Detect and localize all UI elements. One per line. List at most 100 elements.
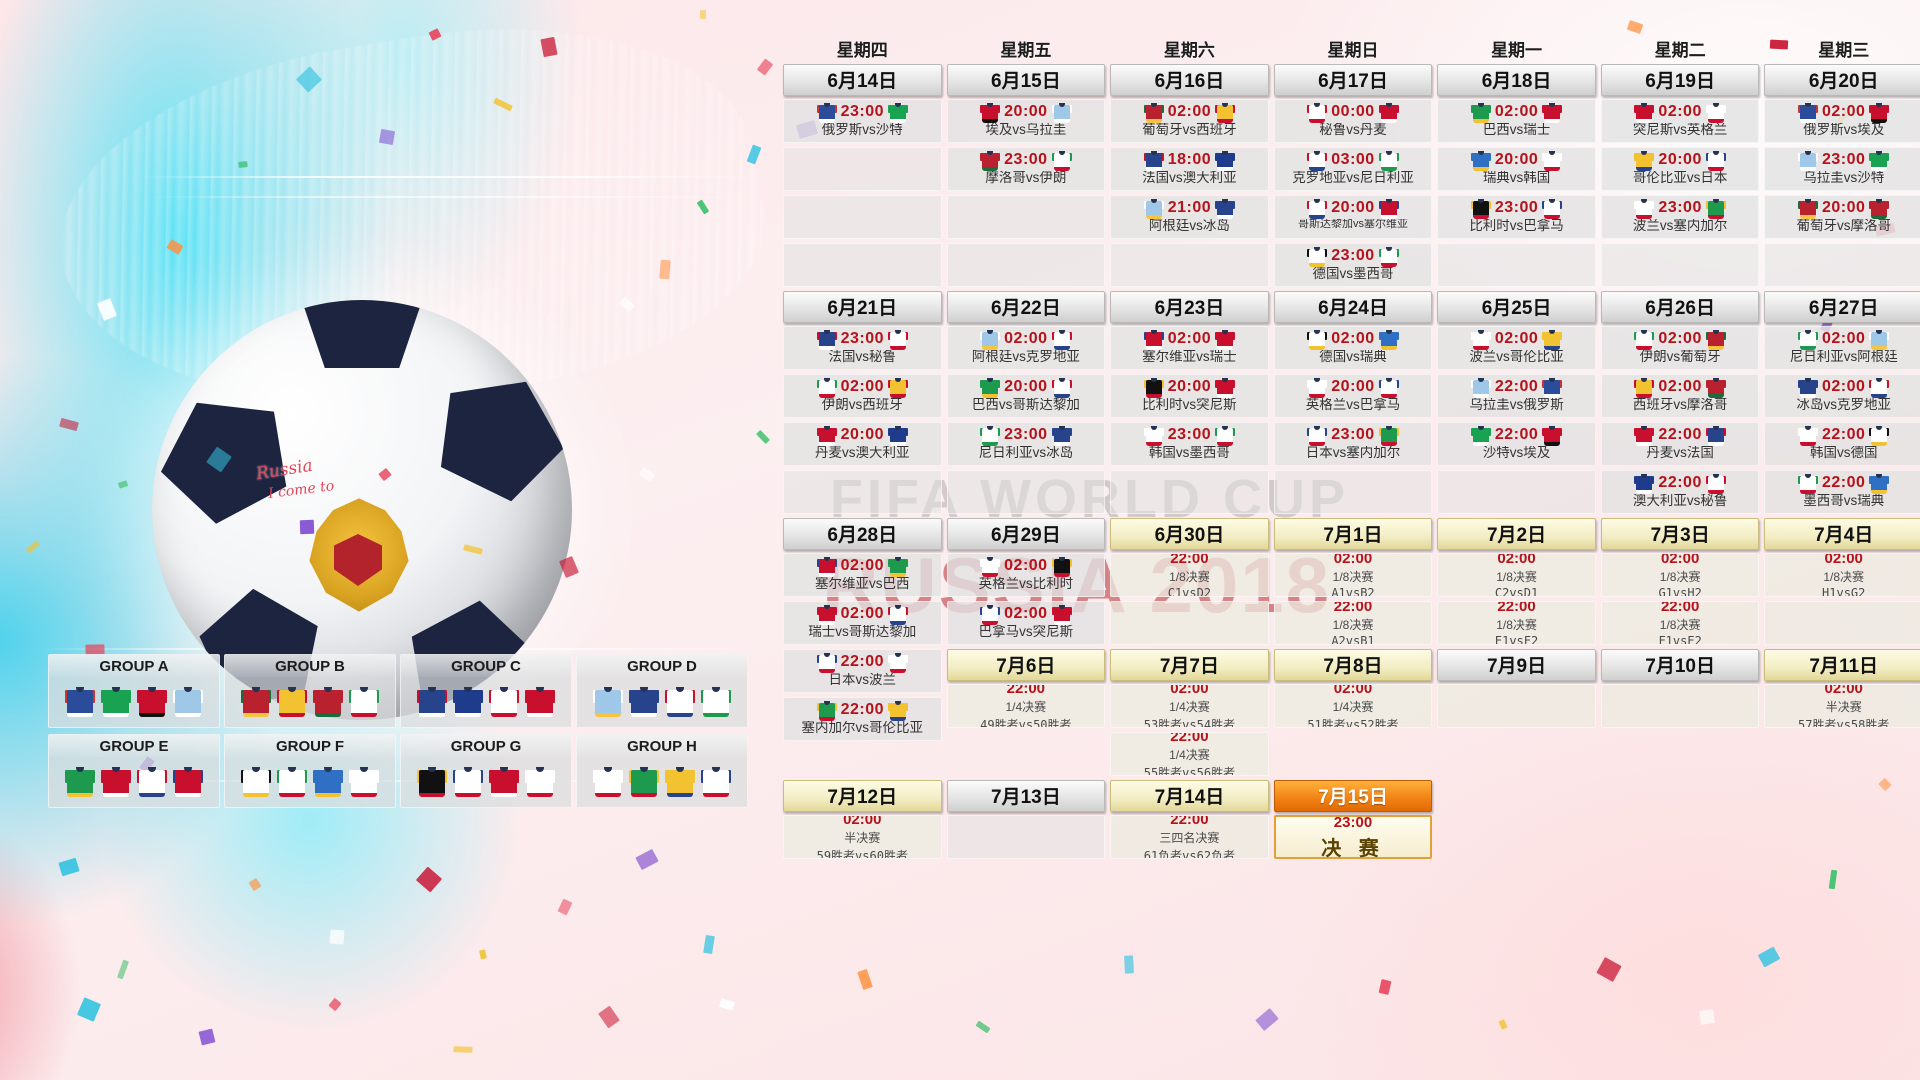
match-cell[interactable]: 22:00 日本vs波兰	[783, 649, 942, 693]
date-label[interactable]: 7月15日	[1273, 780, 1433, 812]
match-cell[interactable]: 02:00 1/8决赛 A1vsB2	[1273, 553, 1433, 597]
match-cell[interactable]: 02:00 1/8决赛 C2vsD1	[1437, 553, 1596, 597]
match-cell[interactable]: 02:00 波兰vs哥伦比亚	[1437, 326, 1596, 370]
match-cell[interactable]: 23:00 韩国vs墨西哥	[1110, 422, 1269, 466]
group-box-group-a[interactable]: GROUP A	[48, 654, 220, 728]
match-cell[interactable]: 22:00 沙特vs埃及	[1437, 422, 1596, 466]
match-cell[interactable]: 22:00 澳大利亚vs秘鲁	[1600, 470, 1760, 514]
date-label[interactable]: 6月25日	[1437, 291, 1596, 323]
match-cell[interactable]: 02:00 西班牙vs摩洛哥	[1600, 374, 1760, 418]
date-label[interactable]: 6月16日	[1110, 64, 1269, 96]
date-label[interactable]: 7月9日	[1437, 649, 1596, 681]
date-label[interactable]: 6月30日	[1110, 518, 1269, 550]
match-cell[interactable]: 02:00 1/8决赛 G1vsH2	[1600, 553, 1760, 597]
match-cell[interactable]: 22:00 1/8决赛 F1vsE2	[1600, 601, 1760, 645]
match-cell[interactable]: 02:00 尼日利亚vs阿根廷	[1764, 326, 1920, 370]
date-label[interactable]: 6月21日	[783, 291, 942, 323]
match-cell[interactable]: 23:00 德国vs墨西哥	[1273, 243, 1433, 287]
match-cell[interactable]: 20:00 哥斯达黎加vs塞尔维亚	[1273, 195, 1433, 239]
match-cell[interactable]: 02:00 德国vs瑞典	[1273, 326, 1433, 370]
match-cell[interactable]: 02:00 1/4决赛 53胜者vs54胜者	[1110, 684, 1269, 728]
date-label[interactable]: 6月15日	[946, 64, 1106, 96]
group-box-group-e[interactable]: GROUP E	[48, 734, 220, 808]
date-label[interactable]: 6月20日	[1764, 64, 1920, 96]
date-label[interactable]: 6月19日	[1600, 64, 1760, 96]
match-cell[interactable]: 18:00 法国vs澳大利亚	[1110, 147, 1269, 191]
match-cell[interactable]: 20:00 比利时vs突尼斯	[1110, 374, 1269, 418]
date-label[interactable]: 6月29日	[946, 518, 1106, 550]
group-box-group-h[interactable]: GROUP H	[576, 734, 748, 808]
match-cell[interactable]: 20:00 埃及vs乌拉圭	[946, 99, 1106, 143]
date-label[interactable]: 6月28日	[783, 518, 942, 550]
date-label[interactable]: 7月8日	[1273, 649, 1433, 681]
date-label[interactable]: 7月6日	[946, 649, 1106, 681]
match-cell[interactable]: 02:00 半决赛 59胜者vs60胜者	[783, 815, 942, 859]
date-label[interactable]: 7月11日	[1764, 649, 1920, 681]
match-cell[interactable]: 22:00 1/8决赛 A2vsB1	[1273, 601, 1433, 645]
date-label[interactable]: 7月3日	[1600, 518, 1760, 550]
match-cell[interactable]: 03:00 克罗地亚vs尼日利亚	[1273, 147, 1433, 191]
date-label[interactable]: 7月4日	[1764, 518, 1920, 550]
match-cell[interactable]: 02:00 1/8决赛 H1vsG2	[1764, 553, 1920, 597]
match-cell[interactable]: 20:00 哥伦比亚vs日本	[1600, 147, 1760, 191]
match-cell[interactable]: 02:00 突尼斯vs英格兰	[1600, 99, 1760, 143]
date-label[interactable]: 7月7日	[1110, 649, 1269, 681]
date-label[interactable]: 6月14日	[783, 64, 942, 96]
match-cell[interactable]: 02:00 俄罗斯vs埃及	[1764, 99, 1920, 143]
match-cell[interactable]: 23:00 尼日利亚vs冰岛	[946, 422, 1106, 466]
date-label[interactable]: 6月27日	[1764, 291, 1920, 323]
match-cell[interactable]: 20:00 丹麦vs澳大利亚	[783, 422, 942, 466]
match-cell[interactable]: 22:00 丹麦vs法国	[1600, 422, 1760, 466]
match-cell[interactable]: 02:00 巴拿马vs突尼斯	[946, 601, 1106, 645]
date-label[interactable]: 6月22日	[946, 291, 1106, 323]
match-cell[interactable]: 22:00 1/4决赛 55胜者vs56胜者	[1110, 732, 1269, 776]
group-box-group-b[interactable]: GROUP B	[224, 654, 396, 728]
match-cell[interactable]: 23:00 俄罗斯vs沙特	[783, 99, 942, 143]
match-cell[interactable]: 23:00 波兰vs塞内加尔	[1600, 195, 1760, 239]
match-cell[interactable]: 20:00 瑞典vs韩国	[1437, 147, 1596, 191]
date-label[interactable]: 6月24日	[1273, 291, 1433, 323]
match-cell[interactable]: 22:00 1/8决赛 E1vsF2	[1437, 601, 1596, 645]
match-cell[interactable]: 02:00 巴西vs瑞士	[1437, 99, 1596, 143]
match-cell[interactable]: 02:00 瑞士vs哥斯达黎加	[783, 601, 942, 645]
match-cell[interactable]: 22:00 1/8决赛 C1vsD2	[1110, 553, 1269, 597]
match-cell[interactable]: 20:00 巴西vs哥斯达黎加	[946, 374, 1106, 418]
match-cell[interactable]: 02:00 塞尔维亚vs巴西	[783, 553, 942, 597]
match-cell[interactable]: 23:00 比利时vs巴拿马	[1437, 195, 1596, 239]
date-label[interactable]: 6月23日	[1110, 291, 1269, 323]
match-cell[interactable]: 20:00 英格兰vs巴拿马	[1273, 374, 1433, 418]
group-box-group-c[interactable]: GROUP C	[400, 654, 572, 728]
match-cell[interactable]: 02:00 半决赛 57胜者vs58胜者	[1764, 684, 1920, 728]
match-cell[interactable]: 02:00 1/4决赛 51胜者vs52胜者	[1273, 684, 1433, 728]
final-match-cell[interactable]: 23:00 决 赛	[1273, 814, 1433, 860]
match-cell[interactable]: 02:00 葡萄牙vs西班牙	[1110, 99, 1269, 143]
date-label[interactable]: 7月14日	[1110, 780, 1269, 812]
match-cell[interactable]: 02:00 伊朗vs西班牙	[783, 374, 942, 418]
date-label[interactable]: 7月13日	[946, 780, 1106, 812]
match-cell[interactable]: 20:00 葡萄牙vs摩洛哥	[1764, 195, 1920, 239]
match-cell[interactable]: 23:00 摩洛哥vs伊朗	[946, 147, 1106, 191]
match-cell[interactable]: 22:00 乌拉圭vs俄罗斯	[1437, 374, 1596, 418]
date-label[interactable]: 6月18日	[1437, 64, 1596, 96]
date-label[interactable]: 7月10日	[1600, 649, 1760, 681]
match-cell[interactable]: 21:00 阿根廷vs冰岛	[1110, 195, 1269, 239]
match-cell[interactable]: 22:00 墨西哥vs瑞典	[1764, 470, 1920, 514]
match-cell[interactable]: 02:00 塞尔维亚vs瑞士	[1110, 326, 1269, 370]
match-cell[interactable]: 22:00 塞内加尔vs哥伦比亚	[783, 697, 942, 741]
date-label[interactable]: 7月1日	[1273, 518, 1433, 550]
group-box-group-f[interactable]: GROUP F	[224, 734, 396, 808]
date-label[interactable]: 6月26日	[1600, 291, 1760, 323]
match-cell[interactable]: 23:00 法国vs秘鲁	[783, 326, 942, 370]
match-cell[interactable]: 22:00 1/4决赛 49胜者vs50胜者	[946, 684, 1106, 728]
match-cell[interactable]: 02:00 阿根廷vs克罗地亚	[946, 326, 1106, 370]
group-box-group-g[interactable]: GROUP G	[400, 734, 572, 808]
match-cell[interactable]: 02:00 伊朗vs葡萄牙	[1600, 326, 1760, 370]
date-label[interactable]: 7月2日	[1437, 518, 1596, 550]
match-cell[interactable]: 02:00 冰岛vs克罗地亚	[1764, 374, 1920, 418]
group-box-group-d[interactable]: GROUP D	[576, 654, 748, 728]
match-cell[interactable]: 00:00 秘鲁vs丹麦	[1273, 99, 1433, 143]
date-label[interactable]: 7月12日	[783, 780, 942, 812]
match-cell[interactable]: 22:00 韩国vs德国	[1764, 422, 1920, 466]
date-label[interactable]: 6月17日	[1273, 64, 1433, 96]
match-cell[interactable]: 23:00 乌拉圭vs沙特	[1764, 147, 1920, 191]
